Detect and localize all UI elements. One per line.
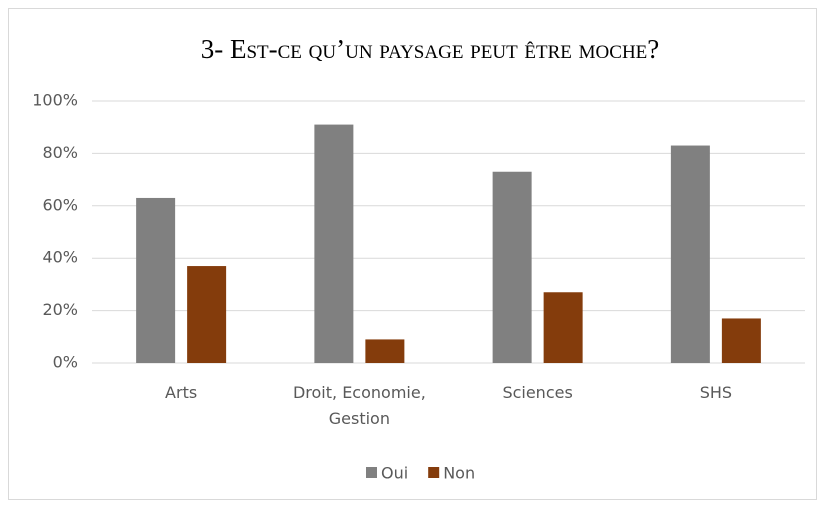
- bar: [543, 292, 583, 363]
- y-tick-label: 20%: [42, 300, 78, 319]
- bar: [670, 145, 710, 363]
- bar: [187, 266, 227, 363]
- y-tick-label: 100%: [32, 91, 78, 110]
- y-tick-label: 60%: [42, 195, 78, 214]
- x-tick-label: Arts: [165, 383, 198, 402]
- bar: [365, 339, 405, 363]
- x-tick-label: SHS: [699, 383, 733, 402]
- bar: [136, 197, 176, 363]
- y-tick-label: 80%: [42, 143, 78, 162]
- x-tick-label: Droit, Economie, Gestion: [292, 383, 426, 428]
- legend-swatch: [366, 467, 377, 478]
- y-tick-label: 40%: [42, 248, 78, 267]
- chart-title: 3- Est-ce qu’un paysage peut être moche?: [201, 34, 660, 64]
- legend-label: Oui: [381, 464, 408, 483]
- bar: [492, 171, 532, 363]
- legend-swatch: [428, 467, 440, 478]
- y-tick-label: 0%: [53, 353, 78, 372]
- bar: [721, 318, 761, 363]
- x-tick-label: Sciences: [502, 383, 573, 402]
- legend-label: Non: [443, 464, 475, 483]
- bar: [314, 124, 354, 363]
